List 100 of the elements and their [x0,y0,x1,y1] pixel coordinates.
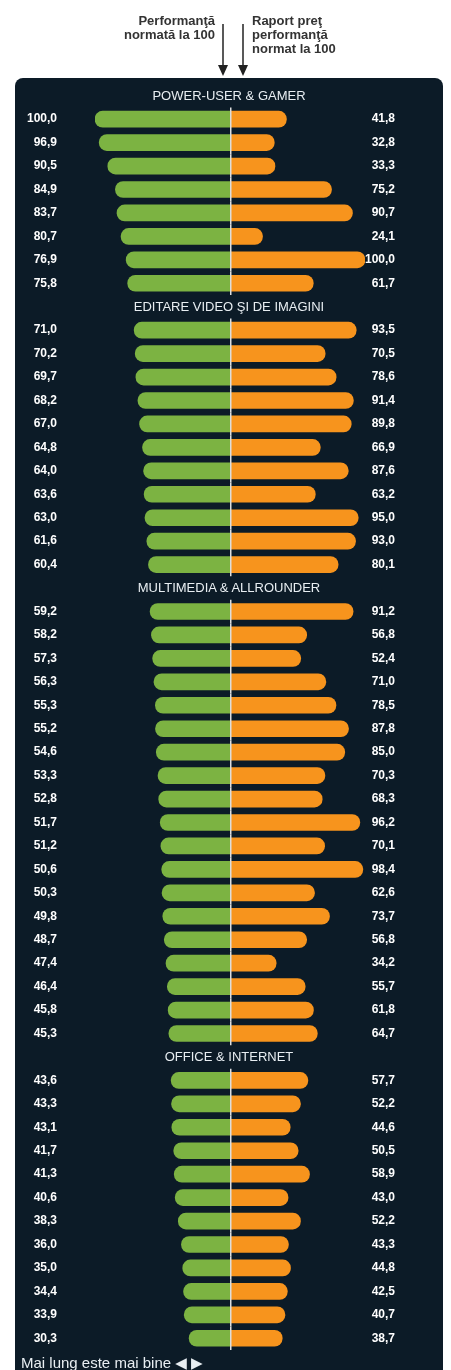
data-label: 41,3 [33,1166,58,1181]
y-tick-label: OFFICE & INTERNET [163,1048,295,1065]
data-label: 57,7 [371,1072,396,1087]
data-label: 61,7 [371,275,396,290]
data-label: 68,3 [371,791,396,806]
y-tick-label: POWER-USER & GAMER [151,87,307,104]
data-label: 70,3 [371,767,396,782]
data-label: 32,8 [371,134,396,149]
data-label: 50,3 [33,885,58,900]
data-label: 96,9 [33,134,58,149]
data-label: 80,1 [371,556,396,571]
data-label: 83,7 [33,205,58,220]
data-label: 98,4 [371,861,396,876]
data-label: 34,2 [371,955,396,970]
data-label: 36,0 [33,1236,58,1251]
data-label: 45,8 [33,1002,58,1017]
data-label: 71,0 [371,674,396,689]
data-label: 41,8 [371,111,396,126]
data-label: 64,7 [371,1025,396,1040]
data-label: 70,1 [371,838,396,853]
data-label: 50,5 [371,1143,396,1158]
data-label: 64,8 [33,439,58,454]
data-label: 91,2 [371,603,396,618]
data-label: 42,5 [371,1283,396,1298]
data-label: 75,2 [371,181,396,196]
data-label: 61,8 [371,1002,396,1017]
data-label: 76,9 [33,252,58,267]
data-label: 43,0 [371,1189,396,1204]
data-label: 55,3 [33,697,58,712]
data-label: 67,0 [33,416,58,431]
data-label: 96,2 [371,814,396,829]
data-label: 63,0 [33,510,58,525]
data-label: 45,3 [33,1025,58,1040]
data-label: 54,6 [33,744,58,759]
data-label: 93,0 [371,533,396,548]
data-label: 52,2 [371,1213,396,1228]
data-label: 59,2 [33,603,58,618]
data-label: 51,7 [33,814,58,829]
data-label: 84,9 [33,181,58,196]
data-label: 51,2 [33,838,58,853]
data-label: 57,3 [33,650,58,665]
data-label: 70,5 [371,345,396,360]
data-label: 64,0 [33,463,58,478]
data-label: 43,1 [33,1119,58,1134]
data-label: 60,4 [33,556,58,571]
data-label: 80,7 [33,228,58,243]
data-label: 49,8 [33,908,58,923]
data-label: 52,8 [33,791,58,806]
data-label: 68,2 [33,392,58,407]
data-label: 89,8 [371,416,396,431]
data-label: 44,6 [371,1119,396,1134]
data-label: 43,6 [33,1072,58,1087]
data-label: 47,4 [33,955,58,970]
data-label: 24,1 [371,228,396,243]
data-label: 43,3 [33,1096,58,1111]
data-label: 40,6 [33,1189,58,1204]
data-label: 71,0 [33,322,58,337]
data-label: 78,6 [371,369,396,384]
data-label: 44,8 [371,1260,396,1275]
y-tick-label: EDITARE VIDEO ŞI DE IMAGINI [132,298,326,315]
data-label: 56,3 [33,674,58,689]
data-label: 87,6 [371,463,396,478]
data-label: 62,6 [371,885,396,900]
y-tick-label: MULTIMEDIA & ALLROUNDER [136,580,322,597]
data-label: 50,6 [33,861,58,876]
data-label: 43,3 [371,1236,396,1251]
data-label: 75,8 [33,275,58,290]
data-label: 93,5 [371,322,396,337]
text: Raport preţ performanţă normat la 100 [252,13,337,56]
data-label: 63,6 [33,486,58,501]
data-label: 78,5 [371,697,396,712]
text: Performanţă normată la 100 [122,13,215,42]
data-label: 91,4 [371,392,396,407]
data-label: 46,4 [33,978,58,993]
data-label: 58,9 [371,1166,396,1181]
data-label: 69,7 [33,369,58,384]
data-label: 56,8 [371,932,396,947]
data-label: 70,2 [33,345,58,360]
data-label: 73,7 [371,908,396,923]
data-label: 100,0 [364,252,396,267]
data-label: 56,8 [371,627,396,642]
data-label: 58,2 [33,627,58,642]
data-label: 38,7 [371,1330,396,1345]
data-label: 55,2 [33,721,58,736]
data-label: 100,0 [26,111,58,126]
data-label: 63,2 [371,486,396,501]
data-label: 95,0 [371,510,396,525]
data-label: 90,5 [33,158,58,173]
data-label: 53,3 [33,767,58,782]
data-label: 40,7 [371,1307,396,1322]
data-label: 38,3 [33,1213,58,1228]
data-label: 55,7 [371,978,396,993]
data-label: 30,3 [33,1330,58,1345]
bar [230,228,263,245]
data-label: 48,7 [33,932,58,947]
data-label: 87,8 [371,721,396,736]
data-label: 33,3 [371,158,396,173]
data-label: 33,9 [33,1307,58,1322]
data-label: 52,4 [371,650,396,665]
data-label: 52,2 [371,1096,396,1111]
